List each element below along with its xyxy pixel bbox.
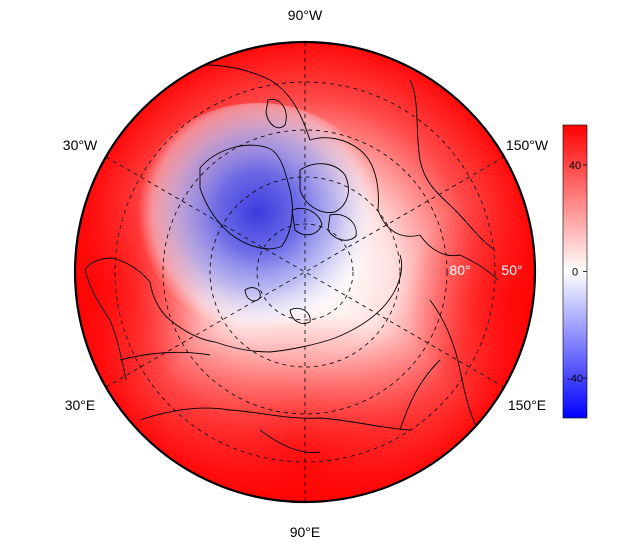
colorbar-tick-label: 40 (569, 160, 581, 172)
lon-label-lower-left: 30°E (65, 397, 96, 413)
coastlines (84, 64, 499, 453)
lon-label-lower-right: 150°E (508, 397, 546, 413)
parallel-50 (114, 81, 496, 463)
map-border (73, 40, 537, 504)
parallel-60 (162, 129, 448, 415)
lon-label-upper-right: 150°W (506, 137, 549, 153)
lat-label-50: 50° (501, 262, 522, 278)
parallel-70 (209, 176, 401, 368)
colorbar-tick-label: 0 (572, 267, 578, 279)
colorbar: 40 0 -40 (562, 124, 588, 419)
graticule (105, 42, 505, 502)
lat-label-80: 80° (449, 262, 470, 278)
anomaly-field (75, 42, 535, 502)
lon-label-upper-left: 30°W (63, 137, 98, 153)
colorbar-ticks: 40 0 -40 (567, 160, 587, 385)
parallel-80 (256, 223, 354, 321)
colorbar-tick-label: -40 (567, 373, 583, 385)
lon-label-bottom: 90°E (290, 524, 321, 540)
lon-label-top: 90°W (288, 7, 323, 23)
